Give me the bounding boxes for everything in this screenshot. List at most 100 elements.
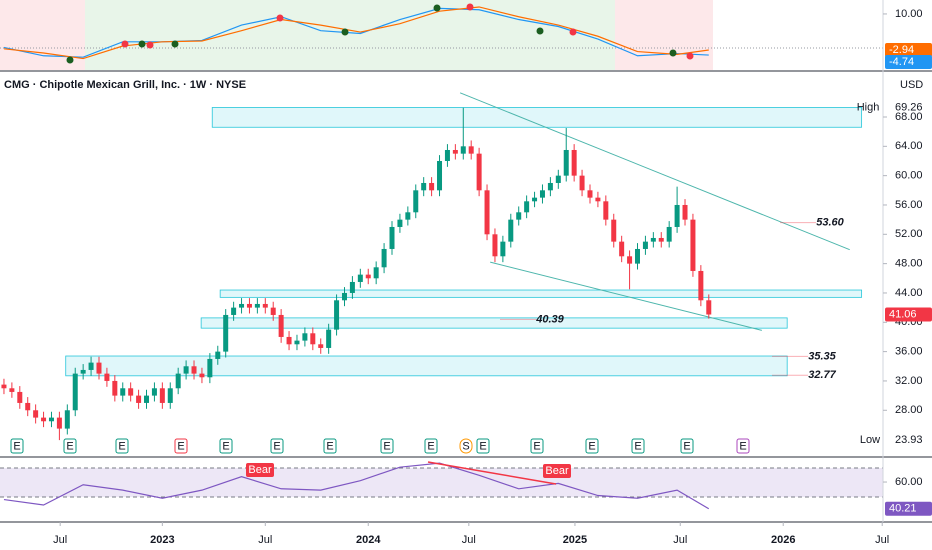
candle-body [349, 281, 355, 293]
candle-body [642, 241, 648, 249]
candle-body [302, 333, 308, 341]
y-tick-label: 60.00 [895, 476, 923, 488]
candle-body [326, 329, 332, 348]
candle-body [294, 340, 300, 345]
candle-body [1, 384, 7, 389]
event-box [736, 438, 750, 454]
candle-body [397, 219, 403, 227]
y-tick-label: 52.00 [895, 228, 923, 240]
level-label: 40.39 [535, 313, 564, 325]
bear-label: Bear [248, 464, 272, 476]
candle-body [627, 256, 633, 264]
high-label: High [857, 102, 880, 114]
level-label: 32.77 [808, 369, 836, 381]
event-label: E [118, 440, 125, 452]
candle-body [96, 362, 102, 374]
y-tick-label: 10.00 [895, 8, 923, 20]
y-tick-label: 44.00 [895, 287, 923, 299]
x-tick-label: Jul [53, 534, 67, 546]
candle-body [278, 314, 284, 337]
last-value-bg [885, 501, 932, 516]
candle-body [104, 373, 110, 381]
y-tick-label: 68.00 [895, 111, 923, 123]
event-box [323, 438, 337, 454]
candle-body [112, 380, 118, 396]
candle-body [492, 234, 498, 257]
candle-body [635, 248, 641, 264]
candle-body [595, 197, 601, 202]
event-box [585, 438, 599, 454]
candle-body [159, 388, 165, 403]
last-price-bg [885, 307, 932, 322]
candle-body [381, 248, 387, 268]
candle-body [262, 303, 268, 308]
candle-body [619, 241, 625, 257]
candle-body [508, 219, 514, 242]
level-label: 35.35 [808, 350, 836, 362]
rsi-band [0, 468, 883, 497]
cross-dot [341, 28, 349, 36]
candle-body [33, 410, 39, 418]
cross-dot [669, 49, 677, 57]
last-value: -2.94 [889, 44, 914, 56]
candle-body [9, 388, 15, 392]
candle-body [120, 388, 126, 396]
x-tick-label: Jul [673, 534, 687, 546]
candle-body [239, 303, 245, 308]
event-label: E [177, 440, 184, 452]
candle-body [17, 391, 23, 403]
trendline [490, 261, 762, 331]
candle-body [41, 417, 47, 422]
event-label: E [533, 440, 540, 452]
event-label: E [66, 440, 73, 452]
candle-body [706, 300, 712, 315]
candle-body [136, 395, 142, 403]
cross-dot [686, 52, 694, 60]
event-label: E [273, 440, 280, 452]
event-box [459, 438, 473, 454]
event-box [63, 438, 77, 454]
candle-body [246, 303, 252, 308]
bear-label-bg [246, 463, 274, 477]
marks: 10.00 -2.94-4.74 68.00 64.00 60.00 56.00 52.00… [1, 6, 932, 546]
candle-body [437, 160, 443, 191]
candle-body [532, 197, 538, 202]
zone [219, 289, 863, 298]
candle-body [183, 366, 189, 374]
candle-body [539, 190, 545, 198]
cross-dot [433, 4, 441, 12]
candle-body [25, 402, 31, 411]
low-value: 23.93 [895, 434, 923, 446]
candle-body [88, 362, 94, 370]
zone [65, 355, 788, 377]
candle-body [698, 270, 704, 301]
cross-dot [536, 27, 544, 35]
candle-body [460, 146, 466, 154]
cross-dots [66, 3, 694, 64]
cross-dot [66, 56, 74, 64]
last-value: 40.21 [889, 503, 917, 515]
candle-body [357, 274, 363, 282]
candle-body [555, 175, 561, 183]
event-box [631, 438, 645, 454]
high-value: 69.26 [895, 102, 923, 114]
event-box [219, 438, 233, 454]
chart-title: CMG · Chipotle Mexican Grill, Inc. · 1W … [4, 79, 246, 91]
x-tick-label: 2025 [563, 534, 587, 546]
candle-body [682, 204, 688, 220]
candle-body [690, 219, 696, 271]
candle-body [64, 410, 70, 429]
last-value-bg [885, 43, 932, 58]
event-box [424, 438, 438, 454]
candle-body [405, 212, 411, 220]
y-tick-label: 64.00 [895, 140, 923, 152]
candle-body [524, 201, 530, 213]
candle-body [310, 333, 316, 345]
event-box [476, 438, 490, 454]
event-label: E [739, 440, 746, 452]
candle-body [429, 182, 435, 191]
cross-dot [138, 40, 146, 48]
candle-body [199, 373, 205, 378]
candle-body [151, 388, 157, 396]
